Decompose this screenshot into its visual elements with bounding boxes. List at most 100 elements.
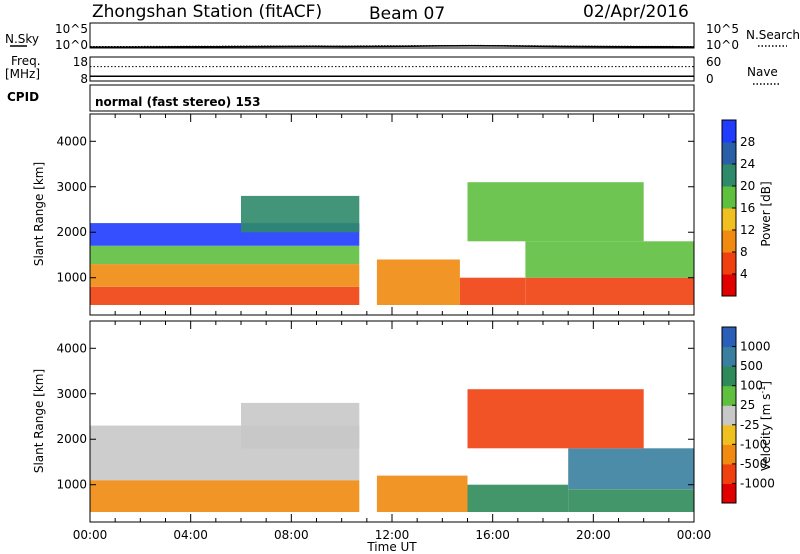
colorbar-tick-label: -1000 (740, 476, 775, 490)
colorbar-tick-label: 1000 (740, 340, 771, 354)
x-tick-label: 12:00 (375, 528, 410, 542)
colorbar-tick-label: 25 (740, 398, 755, 412)
colorbar-swatch (722, 483, 736, 504)
noise-left-tick-top: 10^5 (55, 22, 88, 36)
cpid-panel-frame (89, 84, 695, 112)
colorbar-swatch (722, 208, 736, 231)
data-region-6 (459, 277, 526, 305)
colorbar-swatch (722, 327, 736, 348)
noise-panel: 10^5 10^0 10^5 10^0 N.Sky N.Search (5, 22, 800, 52)
data-region-1 (90, 264, 360, 287)
x-tick-label: 04:00 (173, 528, 208, 542)
noise-series (90, 44, 695, 48)
colorbar-swatch (722, 463, 736, 484)
colorbar-swatch (722, 444, 736, 465)
power-y-ticks: 4000 3000 2000 1000 (56, 134, 694, 285)
colorbar-tick-label: 8 (740, 245, 748, 259)
x-tick-label: 08:00 (274, 528, 309, 542)
cpid-text: normal (fast stereo) 153 (95, 95, 261, 109)
noise-right-label: N.Search (746, 28, 800, 42)
data-region-5 (376, 259, 460, 305)
x-tick-label: 00:00 (73, 528, 108, 542)
colorbar-tick-label: -100 (740, 437, 767, 451)
colorbar-tick-label: 24 (740, 157, 755, 171)
velocity-colorbar: 1000 500 100 25 -25 -100 -500 -1000 (721, 326, 775, 504)
cpid-panel: CPID normal (fast stereo) 153 (7, 84, 695, 112)
noise-right-tick-bottom: 10^0 (706, 38, 739, 52)
velocity-x-label: Time UT (366, 540, 417, 554)
colorbar-swatch (722, 405, 736, 426)
velocity-colorbar-label-end: ] (759, 381, 773, 386)
colorbar-tick-label: 16 (740, 201, 755, 215)
station-title: Zhongshan Station (fitACF) (92, 2, 322, 22)
freq-left-tick-bottom: 8 (80, 72, 88, 86)
power-colorbar-label: Power [dB] (759, 181, 773, 246)
freq-right-tick-top: 60 (706, 55, 721, 69)
colorbar-swatch (722, 274, 736, 297)
date-label: 02/Apr/2016 (583, 2, 689, 22)
freq-panel: 18 8 60 0 Freq. [MHz] Nave (5, 54, 779, 86)
y-tick-label: 2000 (56, 225, 87, 239)
power-colorbar: 28 24 20 16 12 8 4 (721, 119, 755, 297)
power-y-label: Slant Range [km] (32, 162, 46, 266)
colorbar-swatch (722, 366, 736, 387)
colorbar-tick-label: 28 (740, 135, 755, 149)
data-region-7 (525, 277, 694, 305)
colorbar-swatch (722, 424, 736, 445)
data-region-6 (568, 448, 694, 490)
colorbar-swatch (722, 142, 736, 165)
colorbar-tick-label: 500 (740, 359, 763, 373)
noise-left-label: N.Sky (5, 32, 39, 46)
y-tick-label: 1000 (56, 478, 87, 492)
freq-right-tick-bottom: 0 (706, 72, 714, 86)
x-tick-label: 00:00 (677, 528, 712, 542)
colorbar-tick-label: -500 (740, 457, 767, 471)
velocity-colorbar-label: Velocity [m s-1] (758, 381, 773, 471)
data-region-0 (90, 286, 360, 305)
colorbar-swatch (722, 230, 736, 253)
data-region-5 (568, 489, 694, 512)
cpid-label: CPID (7, 90, 39, 104)
y-tick-label: 4000 (56, 341, 87, 355)
colorbar-swatch (722, 164, 736, 187)
velocity-colorbar-label-main: Velocity [m s (759, 394, 773, 471)
data-region-7 (467, 389, 644, 449)
colorbar-swatch (722, 252, 736, 275)
power-panel: 4000 3000 2000 1000 Slant Range [km] 28 24 20… (32, 113, 773, 316)
noise-line-0 (90, 45, 695, 48)
y-tick-label: 3000 (56, 180, 87, 194)
freq-left-label-bottom: [MHz] (5, 67, 40, 81)
noise-right-tick-top: 10^5 (706, 22, 739, 36)
colorbar-tick-label: 20 (740, 179, 755, 193)
y-tick-label: 1000 (56, 271, 87, 285)
power-cells (90, 182, 694, 305)
power-x-ticks (89, 114, 695, 315)
velocity-panel: 4000 3000 2000 1000 00:00 04:00 08:00 12:00 16:… (32, 320, 775, 554)
colorbar-frame (721, 326, 737, 504)
colorbar-tick-label: 12 (740, 223, 755, 237)
colorbar-swatch (722, 120, 736, 143)
y-tick-label: 2000 (56, 432, 87, 446)
colorbar-tick-label: 4 (740, 267, 748, 281)
beam-label: Beam 07 (369, 4, 445, 24)
freq-series (90, 66, 694, 77)
noise-left-tick-bottom: 10^0 (55, 38, 88, 52)
freq-left-label-top: Freq. (11, 54, 41, 68)
data-region-9 (467, 182, 644, 242)
data-region-4 (467, 484, 569, 512)
colorbar-swatch (722, 186, 736, 209)
velocity-x-ticks: 00:00 04:00 08:00 12:00 16:00 20:00 00:00 (73, 321, 712, 542)
freq-right-label: Nave (747, 65, 778, 79)
colorbar-swatch (722, 346, 736, 367)
y-tick-label: 4000 (56, 134, 87, 148)
velocity-cells (90, 389, 694, 512)
colorbar-tick-label: -25 (740, 418, 760, 432)
colorbar-swatch (722, 385, 736, 406)
data-region-2 (241, 402, 360, 449)
data-region-4 (241, 195, 360, 233)
colorbar-tick-label: 100 (740, 379, 763, 393)
freq-panel-frame (89, 56, 695, 82)
data-region-8 (525, 241, 694, 278)
